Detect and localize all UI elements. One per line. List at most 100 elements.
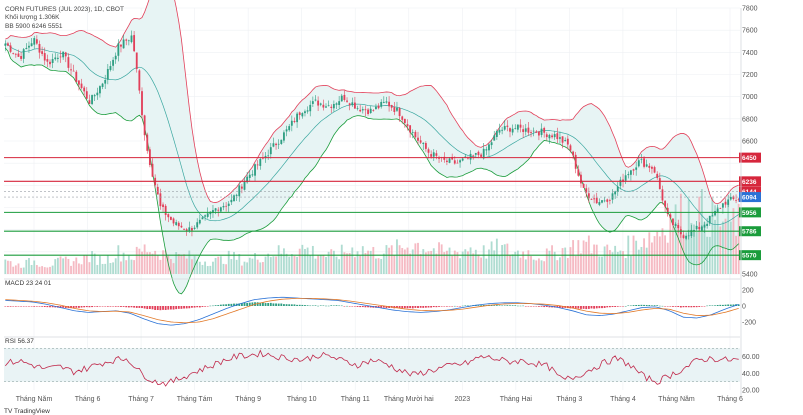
volume-bar (383, 254, 385, 274)
macd-bar (435, 306, 437, 307)
macd-bar (606, 306, 608, 307)
volume-bar (393, 256, 395, 274)
macd-bar (643, 305, 645, 306)
macd-bar (152, 306, 154, 309)
macd-bar (633, 305, 635, 306)
volume-bar (230, 259, 232, 274)
volume-bar (4, 260, 6, 274)
macd-bar (614, 306, 616, 307)
volume-bar (312, 246, 314, 274)
macd-bar (546, 306, 548, 307)
volume-bar (212, 262, 214, 274)
volume-bar (438, 242, 440, 274)
macd-bar (125, 306, 127, 307)
volume-bar (483, 245, 485, 274)
macd-bar (286, 304, 288, 306)
macd-bar (149, 306, 151, 309)
macd-bar (309, 306, 311, 307)
macd-bar (225, 304, 227, 306)
volume-bar (362, 246, 364, 274)
volume-bar (372, 247, 374, 274)
volume-bar (683, 234, 685, 274)
macd-bar (194, 306, 196, 308)
volume-legend: Khối lượng 1.306K (5, 12, 60, 21)
volume-bar (635, 241, 637, 274)
volume-bar (367, 251, 369, 274)
macd-bar (4, 306, 6, 307)
macd-bar (612, 306, 614, 307)
volume-bar (412, 249, 414, 274)
volume-bar (375, 259, 377, 274)
volume-bar (575, 256, 577, 274)
volume-bar (49, 267, 51, 274)
macd-tick: 0 (742, 304, 746, 311)
volume-bar (619, 251, 621, 274)
macd-bar (18, 306, 20, 307)
macd-bar (307, 305, 309, 306)
volume-bar (454, 251, 456, 274)
level-value: 5956 (742, 210, 757, 217)
macd-bar (520, 306, 522, 307)
volume-bar (501, 245, 503, 274)
macd-bar (717, 305, 719, 306)
volume-bar (370, 251, 372, 274)
volume-bar (267, 254, 269, 274)
macd-bar (325, 306, 327, 307)
volume-bar (656, 232, 658, 274)
volume-bar (478, 254, 480, 274)
volume-bar (273, 256, 275, 274)
volume-bar (630, 256, 632, 274)
level-value: 6450 (742, 155, 757, 162)
macd-bar (159, 306, 161, 310)
macd-bar (417, 306, 419, 308)
volume-bar (159, 260, 161, 274)
macd-bar (420, 306, 422, 308)
volume-bar (112, 262, 114, 274)
macd-bar (36, 306, 38, 307)
volume-bar (28, 258, 30, 274)
macd-bar (630, 306, 632, 307)
level-value: 5786 (742, 229, 757, 236)
volume-bar (70, 266, 72, 274)
macd-bar (136, 306, 138, 308)
x-tick: Tháng Năm (658, 396, 695, 403)
volume-bar (36, 265, 38, 274)
macd-bar (690, 306, 692, 307)
macd-bar (133, 306, 135, 308)
macd-bar (102, 306, 104, 307)
volume-bar (336, 257, 338, 274)
volume-bar (209, 266, 211, 274)
macd-bar (39, 306, 41, 307)
macd-bar (146, 306, 148, 309)
macd-bar (575, 306, 577, 308)
volume-bar (662, 228, 664, 274)
macd-bar (123, 306, 125, 307)
macd-bar (683, 306, 685, 307)
macd-bar (464, 305, 466, 306)
macd-bar (270, 303, 272, 306)
volume-bar (538, 258, 540, 274)
price-tick: 5400 (742, 272, 758, 279)
candle (233, 194, 235, 201)
volume-bar (223, 264, 225, 274)
volume-bar (199, 262, 201, 274)
macd-bar (23, 306, 25, 307)
candle (91, 95, 93, 106)
macd-bar (725, 305, 727, 306)
volume-bar (12, 267, 14, 274)
volume-bar (265, 257, 267, 274)
macd-bar (262, 303, 264, 306)
tradingview-logo: TV TradingView (4, 408, 50, 415)
macd-bar (541, 306, 543, 307)
volume-bar (351, 247, 353, 274)
macd-bar (291, 304, 293, 306)
volume-bar (580, 253, 582, 274)
volume-bar (78, 263, 80, 274)
volume-bar (296, 257, 298, 274)
macd-bar (585, 306, 587, 309)
volume-bar (527, 250, 529, 274)
volume-bar (638, 250, 640, 274)
macd-bar (120, 306, 122, 307)
macd-bar (506, 305, 508, 306)
volume-bar (525, 259, 527, 274)
